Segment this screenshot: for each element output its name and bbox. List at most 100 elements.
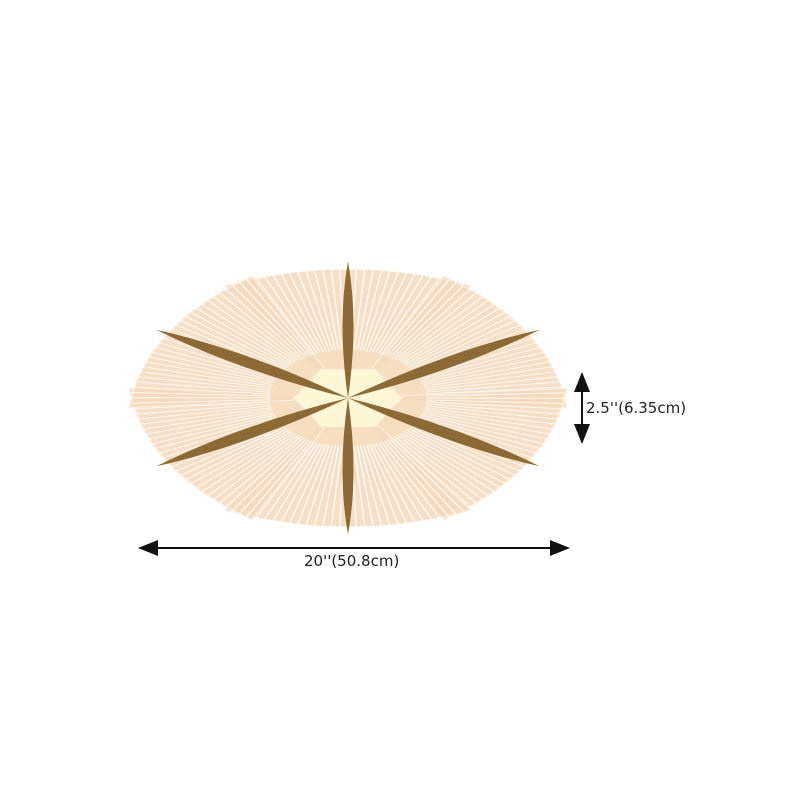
stripe [151,340,278,378]
stripe [262,274,319,354]
stripe [356,445,375,531]
stripe [148,416,277,451]
stripe [137,365,273,387]
stripe [131,399,270,404]
stripe [394,290,480,360]
stripe [359,265,384,351]
stripe [418,418,545,456]
stripe [191,431,292,491]
stripe [356,265,375,351]
stripe [408,428,517,483]
stripe [362,445,392,530]
stripe [353,264,367,350]
stripe [145,350,276,382]
stripe [420,350,551,382]
stripe [418,340,545,378]
stripe [425,375,563,391]
stripe [410,426,522,479]
stripe [238,281,310,357]
stripe [169,425,284,475]
stripe [408,313,517,368]
stripe [131,401,271,410]
stripe [389,438,465,512]
stripe [142,355,275,384]
stripe [139,411,274,436]
stripe [399,297,493,363]
stripe [224,287,304,359]
stripe [254,441,316,520]
stripe [397,294,486,361]
stripe [210,435,299,502]
stripe [304,445,334,530]
stripe [372,270,418,353]
stripe [401,432,499,495]
stripe [133,405,271,421]
stripe [174,317,286,370]
stripe [203,297,297,363]
stripe [425,381,564,393]
stripe [224,437,304,509]
stripe [412,321,527,371]
stripe [423,365,559,387]
stripe [383,279,450,356]
gold-spoke [348,398,540,467]
stripe [246,440,313,517]
stripe [421,355,554,384]
stripe [375,443,426,524]
stripe [389,284,465,358]
stripe [392,287,472,359]
stripe [380,441,442,520]
stripe [295,267,330,352]
stripe [422,360,557,385]
stripe [148,345,277,380]
stripe [419,345,548,380]
stripe [426,399,565,405]
stripe [406,309,511,367]
stripe [369,269,409,352]
stripe [424,407,561,426]
stripe [135,370,272,389]
stripe [131,386,271,395]
stripe [216,290,302,360]
gold-spoke [342,398,354,535]
stripe [380,276,442,355]
stripe [399,433,493,499]
stripe [392,437,472,509]
stripe [321,265,340,351]
stripe [412,425,527,475]
stripe [377,274,434,354]
stripe [197,301,295,364]
width-label: 20''(50.8cm) [304,552,400,570]
stripe [185,429,290,487]
stripe [410,317,522,370]
stripe [231,284,307,358]
stripe [425,401,565,410]
stripe [287,269,327,352]
stripe [169,321,284,371]
stripe [139,360,274,385]
stripe [372,443,418,526]
stripe [422,411,557,436]
gold-spoke [156,398,348,467]
gold-spoke [156,329,348,398]
stripe [425,386,565,395]
stripe [366,444,401,529]
stripe [185,309,290,367]
stripe [254,276,316,355]
stripe [197,432,295,495]
stripe [295,444,330,529]
stripe [145,414,276,446]
stripe [142,412,275,441]
stripe [386,439,457,515]
stripe [287,444,327,527]
stripe [304,266,334,351]
stripe [321,445,340,531]
gold-spoke [348,329,540,398]
stripe [404,431,505,491]
stripe [406,429,511,487]
stripe [425,403,564,415]
stripe [137,409,273,431]
